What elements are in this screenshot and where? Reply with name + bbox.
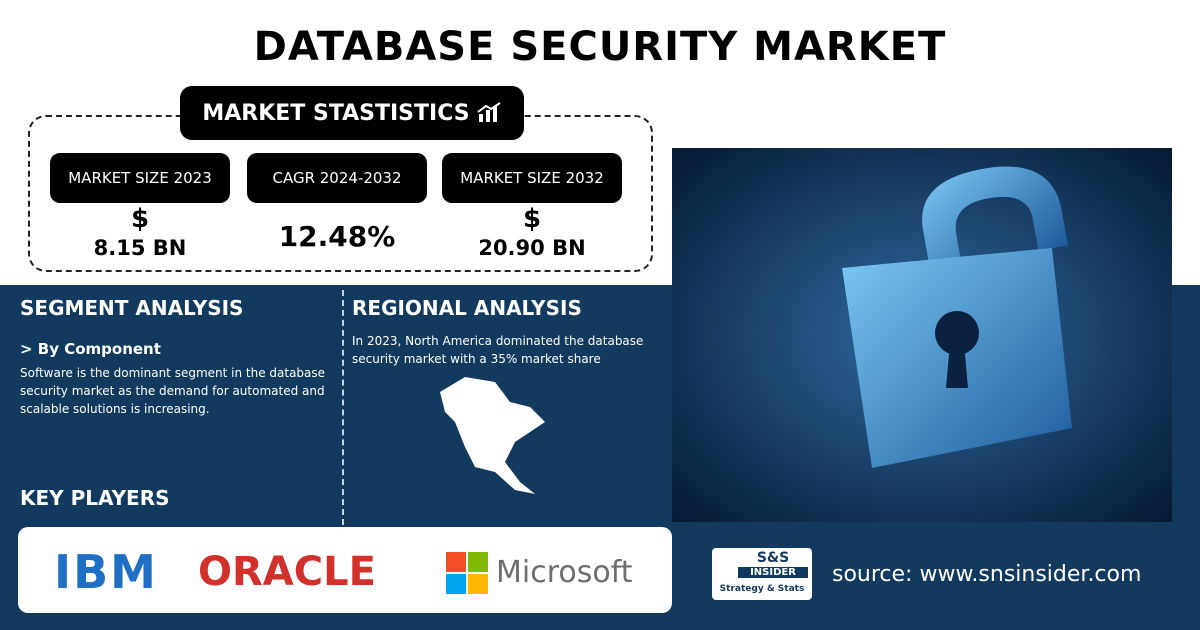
source: source: www.snsinsider.com [832, 562, 1142, 587]
oracle-logo: ORACLE [198, 549, 376, 595]
segment-text: Software is the dominant segment in the … [20, 366, 326, 416]
chart-icon [477, 102, 501, 122]
stat-currency: $ [130, 204, 150, 234]
stat-value: 12.48% [278, 220, 396, 253]
stat-label: CAGR 2024-2032 [247, 153, 427, 203]
stat-value: 8.15 BN [93, 236, 187, 260]
north-america-map [440, 377, 545, 494]
segment-subtitle: > By Component [20, 340, 161, 358]
stat-label: MARKET SIZE 2023 [50, 153, 230, 203]
regional-title: REGIONAL ANALYSIS [352, 296, 582, 320]
stat-value: 20.90 BN [478, 236, 586, 260]
key-players-title: KEY PLAYERS [20, 486, 170, 510]
logos-box: IBM ORACLE Microsoft [18, 527, 672, 613]
microsoft-logo: Microsoft [496, 555, 633, 590]
stats-title-text: MARKET STASTISTICS [202, 100, 470, 126]
lock-image [672, 148, 1172, 522]
brand-name: S&S [756, 550, 790, 566]
microsoft-icon [446, 552, 488, 594]
divider [342, 290, 344, 525]
segment-title: SEGMENT ANALYSIS [20, 296, 244, 320]
brand-tagline: Strategy & Stats [719, 584, 805, 594]
brand-sub: INSIDER [738, 567, 808, 578]
stat-label: MARKET SIZE 2032 [442, 153, 622, 203]
brand-logo: S&S INSIDER Strategy & Stats [712, 548, 812, 600]
stat-currency: $ [522, 204, 542, 234]
stats-title: MARKET STASTISTICS [180, 86, 524, 140]
regional-text: In 2023, North America dominated the dat… [352, 334, 644, 366]
ibm-logo: IBM [54, 545, 158, 599]
title: DATABASE SECURITY MARKET [253, 24, 947, 70]
